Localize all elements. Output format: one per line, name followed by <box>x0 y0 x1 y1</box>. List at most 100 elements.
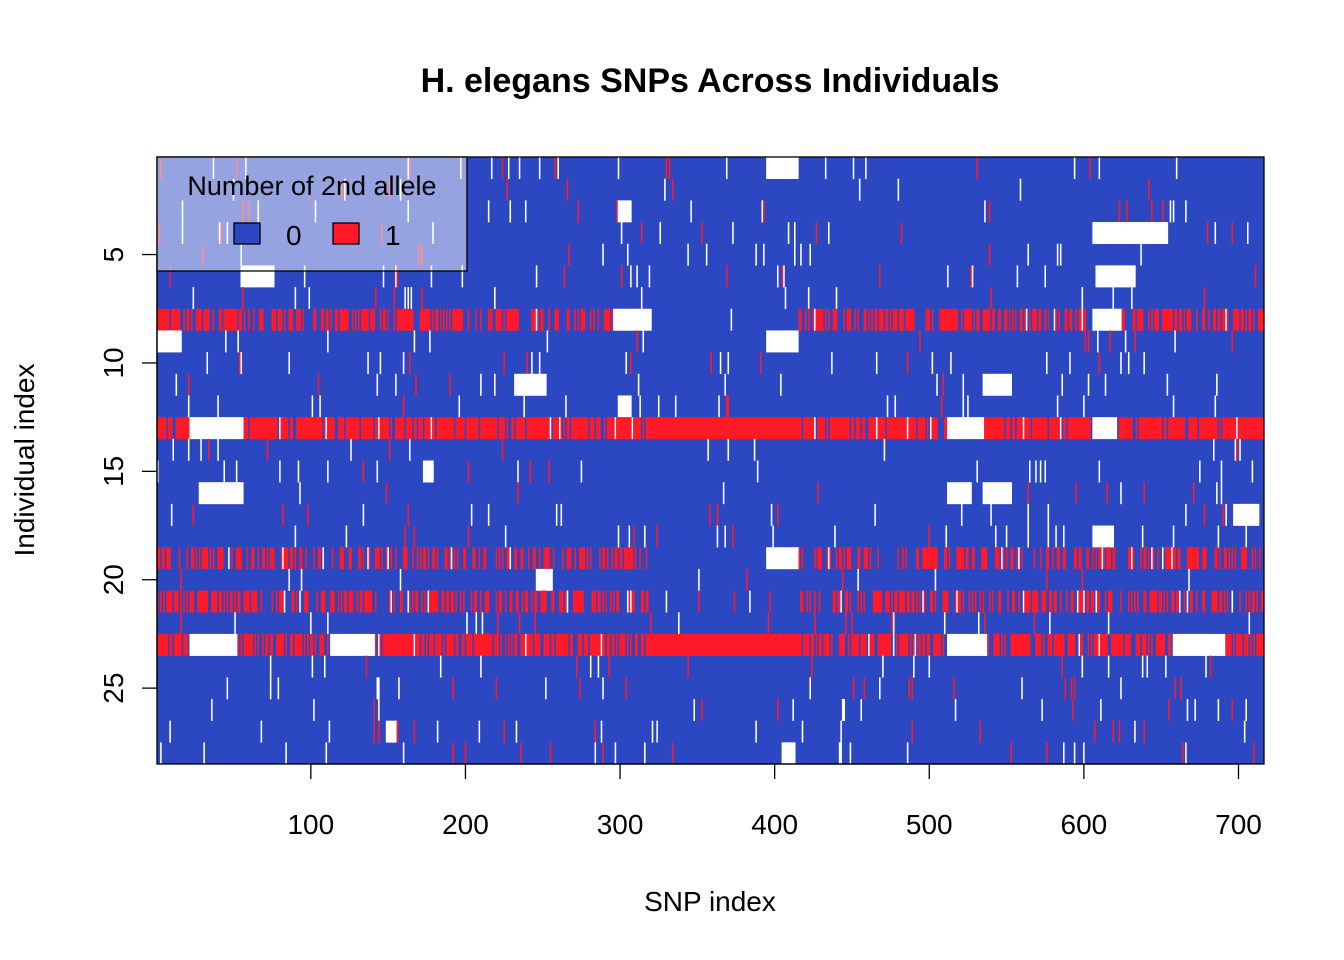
heatmap-cell-het <box>815 308 824 331</box>
heatmap-cell-het <box>1253 633 1255 656</box>
heatmap-cell-missing <box>269 677 272 700</box>
heatmap-cell-het <box>1033 612 1036 635</box>
heatmap-cell-missing <box>648 265 651 288</box>
heatmap-cell-het <box>280 547 283 570</box>
heatmap-cell-missing <box>763 243 765 266</box>
heatmap-cell-missing <box>487 503 490 526</box>
heatmap-cell-missing <box>367 547 369 570</box>
heatmap-cell-het <box>364 590 372 613</box>
heatmap-cell-missing <box>481 612 484 635</box>
heatmap-cell-het <box>818 590 821 613</box>
heatmap-cell-het <box>1041 590 1046 613</box>
heatmap-cell-het <box>1250 633 1252 656</box>
heatmap-cell-missing <box>630 590 632 613</box>
heatmap-cell-het <box>1223 547 1227 570</box>
heatmap-cell-het <box>455 590 457 613</box>
heatmap-cell-het <box>276 633 284 656</box>
heatmap-cell-het <box>899 633 909 656</box>
heatmap-cell-missing <box>600 633 603 656</box>
heatmap-cell-het <box>211 590 218 613</box>
heatmap-cell-het <box>446 308 448 331</box>
heatmap-cell-missing <box>1245 698 1247 721</box>
heatmap-cell-het <box>817 482 819 505</box>
heatmap-cell-het <box>555 633 569 656</box>
heatmap-cell-het <box>599 547 601 570</box>
heatmap-cell-het <box>843 547 846 570</box>
heatmap-cell-het <box>610 590 612 613</box>
heatmap-cell-het <box>198 547 201 570</box>
heatmap-cell-missing <box>327 612 329 635</box>
heatmap-cell-missing <box>1063 742 1065 765</box>
heatmap-cell-het <box>362 547 365 570</box>
heatmap-cell-missing <box>761 200 764 223</box>
heatmap-cell-het <box>1078 308 1082 331</box>
heatmap-cell-het <box>846 308 852 331</box>
heatmap-cell-missing <box>1141 525 1144 548</box>
heatmap-cell-het <box>634 633 638 656</box>
heatmap-cell-het <box>429 633 434 656</box>
heatmap-cell-missing <box>327 460 329 483</box>
heatmap-cell-het <box>379 633 382 656</box>
heatmap-cell-het <box>1011 308 1014 331</box>
heatmap-cell-missing <box>1185 503 1187 526</box>
heatmap-cell-missing <box>325 742 328 765</box>
heatmap-cell-missing <box>814 417 816 440</box>
heatmap-cell-het <box>234 590 236 613</box>
heatmap-cell-het <box>375 633 377 656</box>
heatmap-cell-het <box>467 525 470 548</box>
heatmap-cell-missing <box>297 460 300 483</box>
heatmap-cell-het <box>296 590 298 613</box>
heatmap-cell-het <box>931 417 938 440</box>
heatmap-cell-het <box>452 742 454 765</box>
heatmap-cell-missing <box>1248 612 1251 635</box>
heatmap-cell-missing <box>1186 590 1189 613</box>
heatmap-cell-missing <box>724 525 726 548</box>
heatmap-cell-missing <box>175 373 178 396</box>
heatmap-cell-het <box>908 417 917 440</box>
heatmap-cell-het <box>1202 308 1206 331</box>
heatmap-cell-het <box>974 590 977 613</box>
heatmap-cell-het <box>520 742 522 765</box>
heatmap-cell-het <box>1225 633 1232 656</box>
heatmap-cell-het <box>460 590 462 613</box>
heatmap-cell-het <box>540 590 547 613</box>
heatmap-cell-het <box>1112 547 1116 570</box>
heatmap-cell-het <box>337 417 345 440</box>
heatmap-cell-missing <box>617 395 632 418</box>
heatmap-cell-het <box>911 590 915 613</box>
heatmap-cell-het <box>356 590 358 613</box>
heatmap-cell-het <box>183 308 185 331</box>
heatmap-cell-het <box>589 547 592 570</box>
heatmap-cell-het <box>814 547 816 570</box>
heatmap-cell-het <box>1052 547 1054 570</box>
heatmap-cell-het <box>291 590 295 613</box>
heatmap-cell-het <box>1206 222 1209 245</box>
heatmap-cell-missing <box>637 373 640 396</box>
heatmap-cell-missing <box>299 482 301 505</box>
heatmap-cell-missing <box>1246 222 1249 245</box>
heatmap-cell-het <box>781 265 784 288</box>
heatmap-cell-het <box>1178 308 1183 331</box>
heatmap-cell-missing <box>1239 438 1241 461</box>
heatmap-cell-het <box>1203 287 1206 310</box>
heatmap-cell-missing <box>642 330 645 353</box>
heatmap-cell-missing <box>727 352 730 375</box>
heatmap-cell-het <box>589 633 601 656</box>
heatmap-cell-het <box>1066 590 1068 613</box>
heatmap-cell-het <box>201 547 209 570</box>
heatmap-cell-het <box>271 590 273 613</box>
heatmap-cell-het <box>548 308 550 331</box>
heatmap-cell-missing <box>1076 590 1079 613</box>
heatmap-cell-missing <box>644 742 646 765</box>
heatmap-cell-het <box>1245 590 1247 613</box>
heatmap-cell-het <box>532 547 536 570</box>
heatmap-cell-missing <box>1083 590 1085 613</box>
heatmap-cell-missing <box>602 243 604 266</box>
heatmap-cell-het <box>1004 633 1006 656</box>
heatmap-cell-missing <box>678 612 680 635</box>
heatmap-cell-missing <box>1166 373 1169 396</box>
heatmap-cell-missing <box>807 287 810 310</box>
heatmap-cell-het <box>515 590 519 613</box>
heatmap-cell-missing <box>234 612 236 635</box>
heatmap-cell-het <box>1158 590 1162 613</box>
